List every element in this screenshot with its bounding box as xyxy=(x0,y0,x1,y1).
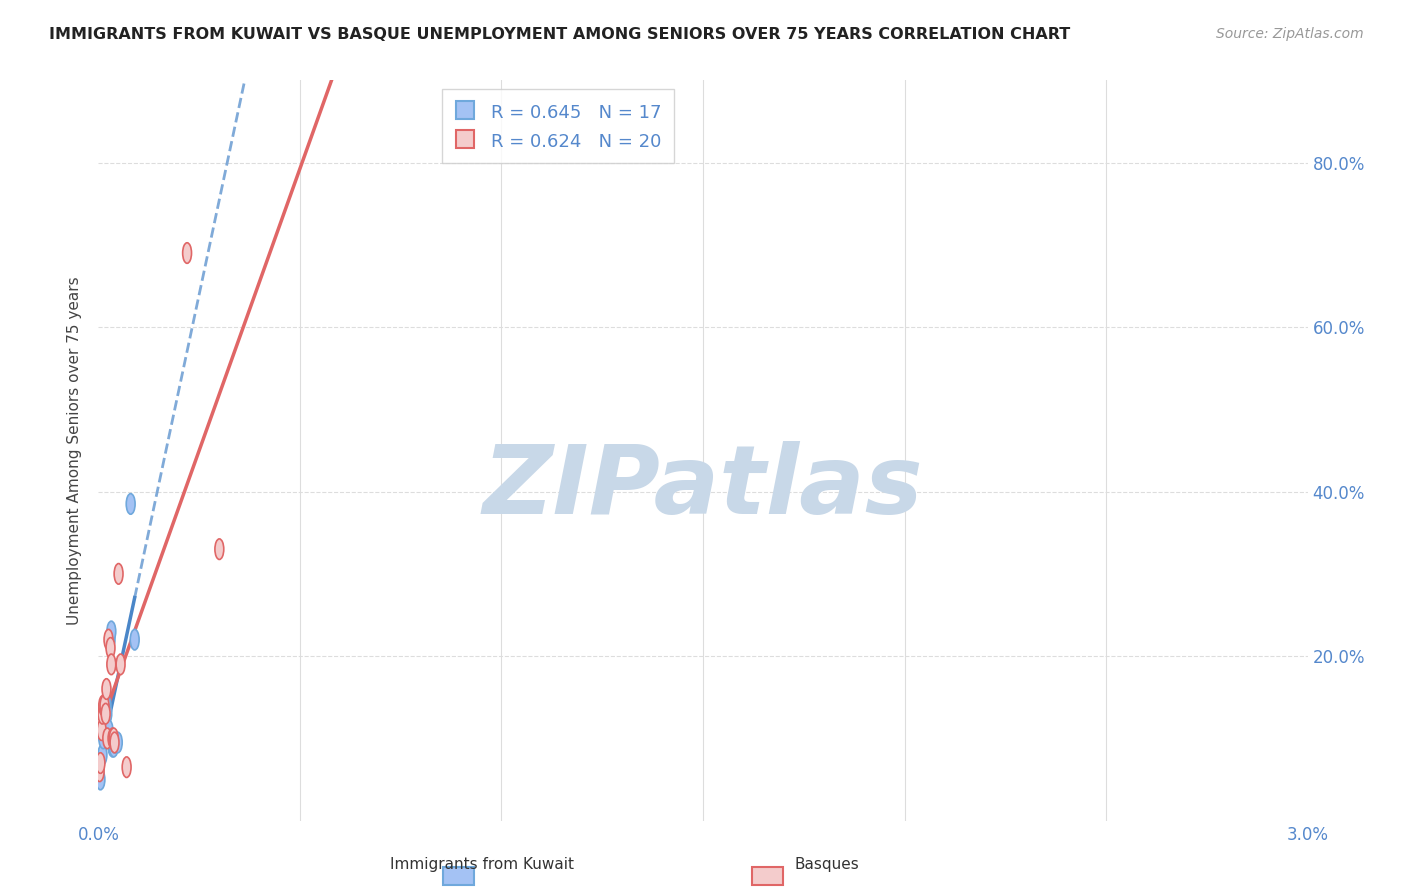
Ellipse shape xyxy=(105,630,115,650)
Ellipse shape xyxy=(101,704,110,724)
Ellipse shape xyxy=(111,732,120,753)
Ellipse shape xyxy=(104,630,112,650)
Ellipse shape xyxy=(103,704,111,724)
Ellipse shape xyxy=(96,769,105,789)
Ellipse shape xyxy=(117,654,125,674)
Ellipse shape xyxy=(96,761,104,781)
Ellipse shape xyxy=(103,695,111,715)
Ellipse shape xyxy=(110,732,120,753)
Ellipse shape xyxy=(96,753,105,773)
Text: Source: ZipAtlas.com: Source: ZipAtlas.com xyxy=(1216,27,1364,41)
Ellipse shape xyxy=(104,720,112,740)
Ellipse shape xyxy=(98,728,108,748)
Ellipse shape xyxy=(100,712,108,732)
Ellipse shape xyxy=(103,679,111,699)
Ellipse shape xyxy=(183,243,191,263)
Ellipse shape xyxy=(107,654,115,674)
Ellipse shape xyxy=(215,539,224,559)
Ellipse shape xyxy=(105,638,115,658)
Ellipse shape xyxy=(103,728,111,748)
Ellipse shape xyxy=(97,720,105,740)
Legend: R = 0.645   N = 17, R = 0.624   N = 20: R = 0.645 N = 17, R = 0.624 N = 20 xyxy=(441,89,673,163)
Ellipse shape xyxy=(107,621,115,641)
Ellipse shape xyxy=(110,728,118,748)
Ellipse shape xyxy=(114,564,122,584)
Text: IMMIGRANTS FROM KUWAIT VS BASQUE UNEMPLOYMENT AMONG SENIORS OVER 75 YEARS CORREL: IMMIGRANTS FROM KUWAIT VS BASQUE UNEMPLO… xyxy=(49,27,1070,42)
Ellipse shape xyxy=(110,736,118,757)
Ellipse shape xyxy=(122,757,131,778)
Ellipse shape xyxy=(127,493,135,514)
Ellipse shape xyxy=(98,745,107,765)
Ellipse shape xyxy=(98,704,107,724)
Text: Immigrants from Kuwait: Immigrants from Kuwait xyxy=(391,857,574,872)
Ellipse shape xyxy=(110,732,120,753)
Ellipse shape xyxy=(114,732,122,753)
Ellipse shape xyxy=(108,728,117,748)
Ellipse shape xyxy=(98,695,108,715)
Text: ZIPatlas: ZIPatlas xyxy=(482,441,924,534)
Y-axis label: Unemployment Among Seniors over 75 years: Unemployment Among Seniors over 75 years xyxy=(67,277,83,624)
Text: Basques: Basques xyxy=(794,857,859,872)
Ellipse shape xyxy=(108,736,117,757)
Ellipse shape xyxy=(101,704,110,724)
Ellipse shape xyxy=(131,630,139,650)
Ellipse shape xyxy=(100,695,108,715)
